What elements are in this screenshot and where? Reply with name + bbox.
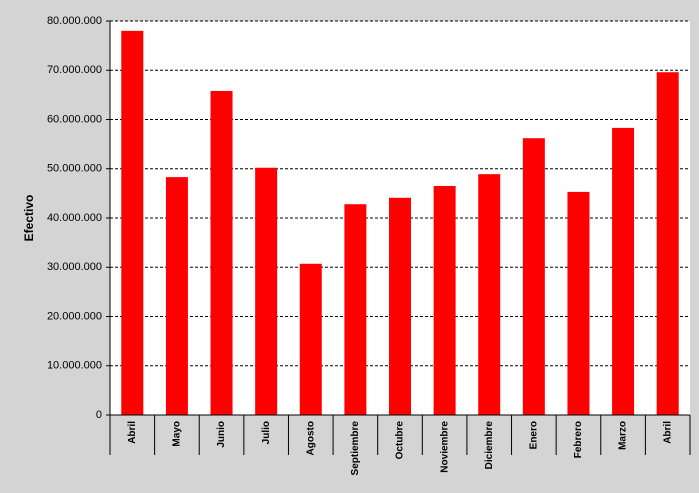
bar <box>165 177 188 415</box>
y-tick-label: 30.000.000 <box>47 261 102 273</box>
y-tick-label: 0 <box>96 409 102 421</box>
y-tick-label: 40.000.000 <box>47 212 102 224</box>
x-tick-label: Abril <box>127 421 138 444</box>
y-tick-label: 20.000.000 <box>47 310 102 322</box>
bar <box>612 127 635 415</box>
x-tick-label: Abril <box>662 421 673 444</box>
x-tick-label: Mayo <box>172 421 183 447</box>
x-tick-label: Septiembre <box>350 421 361 476</box>
bar <box>433 185 456 415</box>
bar <box>389 197 411 415</box>
bar <box>210 90 233 415</box>
bar <box>567 191 590 415</box>
y-axis-label: Efectivo <box>22 195 36 242</box>
bar <box>255 167 278 415</box>
x-tick-label: Diciembre <box>484 421 495 470</box>
y-tick-label: 10.000.000 <box>47 360 102 372</box>
bar <box>478 174 501 415</box>
x-tick-label: Marzo <box>618 421 629 450</box>
bar <box>299 263 322 415</box>
x-tick-label: Febrero <box>573 421 584 458</box>
x-tick-label: Junio <box>216 421 227 448</box>
bar <box>344 204 367 415</box>
y-tick-label: 70.000.000 <box>47 64 102 76</box>
bar <box>656 72 679 415</box>
x-tick-label: Noviembre <box>439 421 450 473</box>
bar <box>522 138 545 415</box>
y-tick-label: 60.000.000 <box>47 113 102 125</box>
x-tick-label: Octubre <box>395 421 406 460</box>
bar <box>121 30 144 415</box>
x-tick-label: Julio <box>261 421 272 444</box>
x-tick-label: Agosto <box>305 421 316 455</box>
y-tick-label: 80.000.000 <box>47 15 102 27</box>
x-tick-label: Enero <box>528 421 539 449</box>
y-tick-label: 50.000.000 <box>47 163 102 175</box>
